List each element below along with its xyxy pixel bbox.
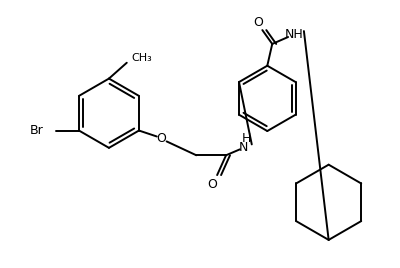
Text: O: O [254,16,263,29]
Text: CH₃: CH₃ [132,53,152,63]
Text: N: N [239,141,248,154]
Text: O: O [156,132,166,145]
Text: NH: NH [285,28,303,40]
Text: H: H [242,132,252,145]
Text: Br: Br [30,124,43,137]
Text: O: O [207,178,217,191]
